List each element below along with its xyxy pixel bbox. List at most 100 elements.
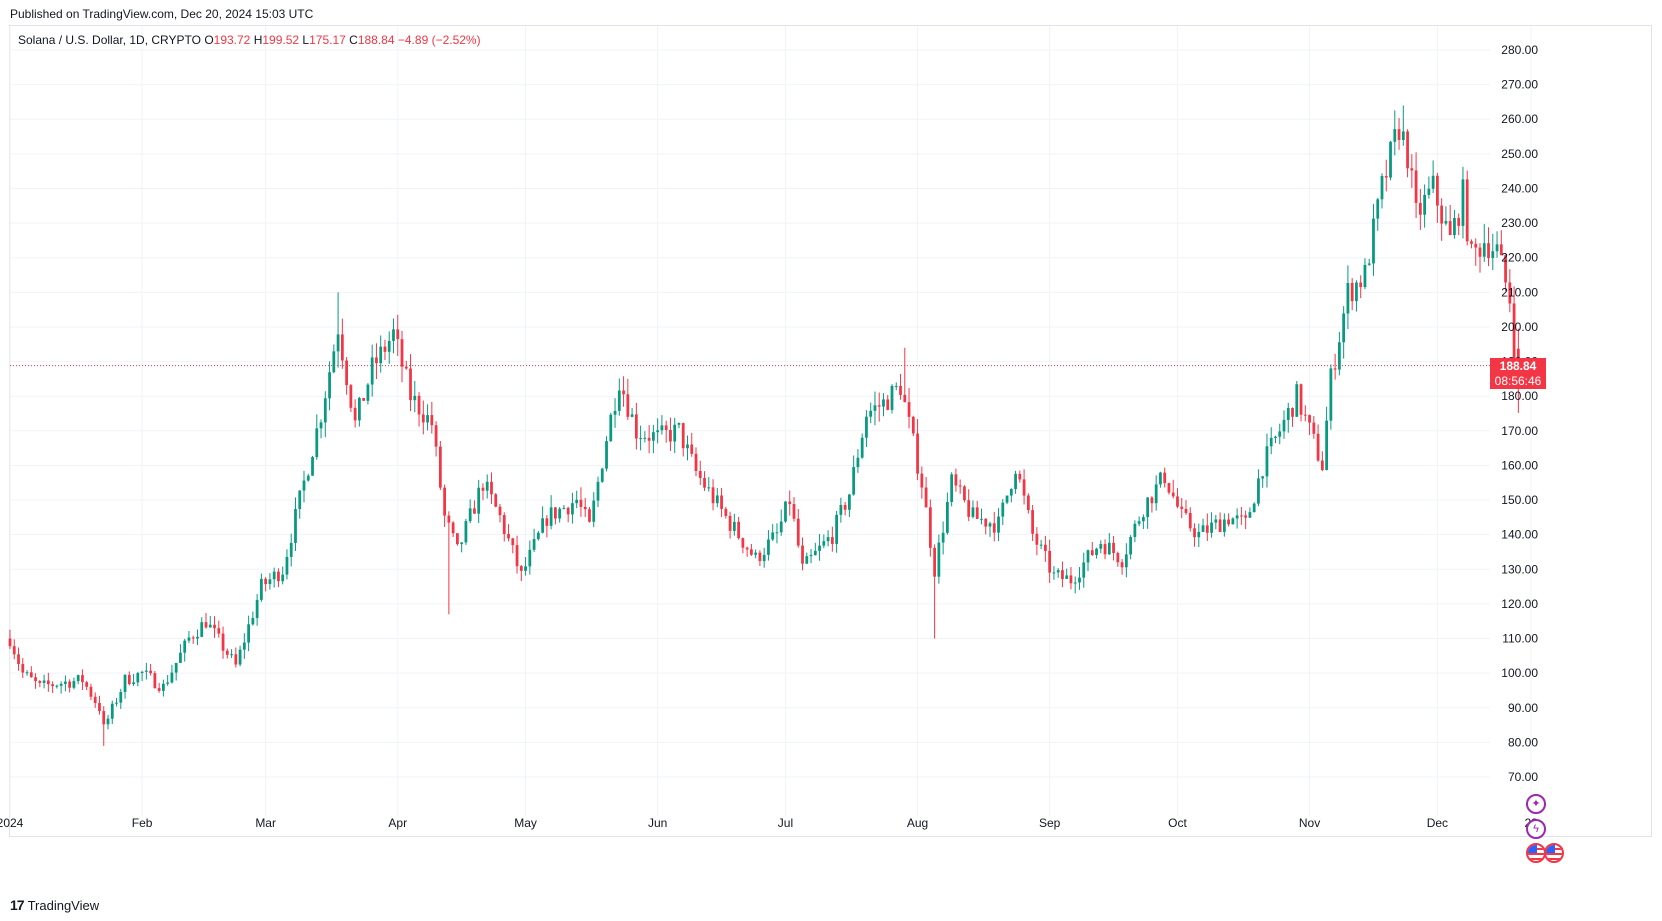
candle — [605, 436, 608, 472]
candle-body — [647, 437, 651, 441]
candle-body — [971, 507, 975, 517]
candle-body — [1491, 251, 1495, 259]
candle-body — [234, 654, 238, 665]
candle — [1329, 364, 1333, 430]
candle — [950, 472, 954, 507]
candle — [907, 388, 911, 429]
candle — [1303, 405, 1307, 422]
candle — [507, 524, 510, 542]
lightning-icon[interactable]: ϟ — [1526, 819, 1546, 839]
candle-body — [1282, 419, 1286, 432]
candle-body — [801, 545, 804, 564]
candle-body — [877, 405, 881, 407]
candle-body — [1240, 515, 1243, 517]
candle-body — [997, 516, 1000, 533]
sparkle-icon[interactable]: ✦ — [1526, 794, 1546, 814]
candle-body — [417, 395, 421, 415]
candle-body — [1397, 129, 1401, 140]
candle — [1372, 203, 1375, 276]
candle-body — [102, 711, 106, 725]
candle — [1120, 559, 1124, 575]
candle — [251, 611, 255, 626]
candle — [345, 357, 348, 395]
candle — [963, 485, 966, 503]
candle-body — [511, 538, 515, 546]
time-tick-label: Apr — [388, 816, 407, 830]
candle — [294, 497, 297, 552]
candle — [1082, 552, 1086, 588]
candle — [1176, 488, 1179, 509]
candle-body — [29, 672, 33, 678]
candle-body — [76, 675, 80, 682]
candle — [583, 497, 587, 517]
candle-body — [1295, 384, 1299, 417]
candle-body — [1333, 368, 1337, 370]
candle — [1210, 512, 1213, 538]
candle — [1410, 154, 1414, 188]
candle — [349, 383, 353, 412]
candle — [1440, 198, 1444, 241]
candle — [873, 391, 877, 426]
candle — [899, 373, 902, 400]
candle — [272, 567, 276, 588]
candle-body — [1418, 202, 1422, 215]
candle-body — [532, 539, 536, 550]
candle — [157, 682, 161, 693]
candle — [515, 535, 519, 574]
bar-countdown: 08:56:46 — [1494, 373, 1542, 388]
candle — [323, 391, 327, 438]
candle-body — [59, 683, 63, 686]
candle — [745, 546, 749, 557]
candle — [413, 380, 417, 413]
tradingview-logo[interactable]: 17 TradingView — [10, 897, 99, 913]
candle — [707, 477, 711, 492]
candle-body — [1257, 478, 1260, 504]
candle — [362, 397, 366, 401]
price-tick-label: 100.00 — [1501, 666, 1538, 680]
us-flag-icon[interactable] — [1526, 843, 1546, 863]
candle — [1508, 269, 1512, 313]
candle-body — [336, 334, 340, 352]
candle-body — [826, 537, 830, 542]
candle-body — [596, 481, 600, 501]
candle — [1453, 209, 1456, 239]
candle-body — [1167, 483, 1171, 493]
candle — [1436, 172, 1439, 223]
candle — [1201, 518, 1205, 532]
candle — [1423, 184, 1426, 228]
candle — [1231, 517, 1235, 525]
candle-body — [792, 504, 796, 519]
candle — [596, 476, 600, 507]
candle-body — [451, 522, 455, 534]
candle-body — [404, 366, 408, 369]
candle-body — [204, 622, 208, 628]
candle-body — [81, 675, 84, 683]
candle-body — [460, 542, 464, 545]
candle-body — [481, 487, 485, 491]
candle — [426, 404, 429, 431]
candle-body — [191, 637, 195, 639]
high-label: H — [253, 33, 263, 47]
candle — [1065, 568, 1069, 580]
candle — [1325, 406, 1328, 471]
candle — [1478, 243, 1482, 273]
candle-body — [1431, 175, 1435, 189]
candle — [302, 470, 306, 503]
candle — [81, 669, 84, 690]
candle — [1487, 227, 1490, 267]
us-flag-icon[interactable] — [1544, 843, 1564, 863]
candle-body — [613, 410, 617, 415]
candle — [992, 511, 996, 542]
candle — [238, 645, 242, 667]
candle — [1222, 513, 1226, 537]
candle-body — [179, 652, 182, 663]
open-value: 193.72 — [213, 33, 251, 47]
candle-body — [549, 507, 553, 526]
candle-body — [1112, 542, 1115, 554]
candle — [1491, 233, 1495, 271]
candle-body — [1180, 506, 1184, 509]
candle — [110, 700, 114, 724]
candle-body — [1508, 282, 1512, 304]
candle-body — [413, 395, 417, 401]
